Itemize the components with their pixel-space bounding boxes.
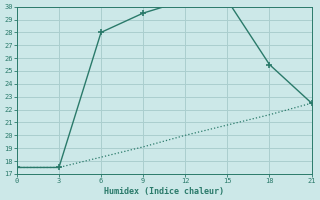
X-axis label: Humidex (Indice chaleur): Humidex (Indice chaleur) (104, 187, 224, 196)
